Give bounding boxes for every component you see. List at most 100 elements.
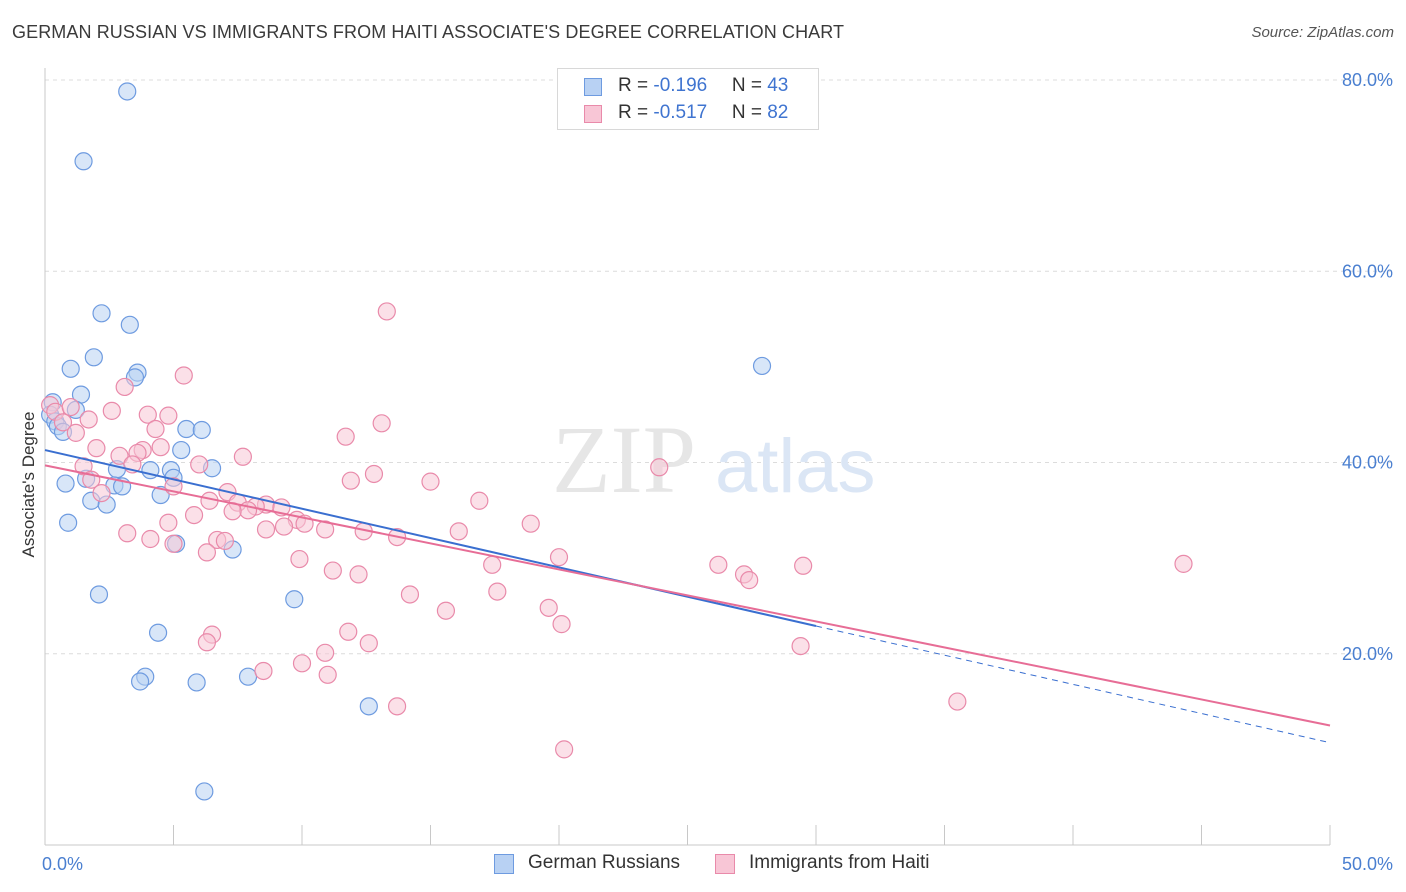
point-immigrants-haiti (138, 405, 157, 424)
point-immigrants-haiti (164, 534, 183, 553)
point-immigrants-haiti (115, 377, 134, 397)
point-immigrants-haiti (118, 524, 137, 543)
point-german-russians (130, 672, 150, 691)
point-immigrants-haiti (61, 397, 80, 417)
point-immigrants-haiti (92, 484, 111, 503)
axis-labels: 80.0% 60.0% 40.0% 20.0% 0.0% 50.0% Associate's… (19, 70, 1393, 874)
trend-line-immigrants-haiti (44, 464, 1331, 727)
point-immigrants-haiti (159, 406, 178, 425)
point-german-russians (192, 420, 211, 440)
source-credit: Source: ZipAtlas.com (1251, 24, 1394, 41)
legend-swatch-blue (584, 78, 602, 96)
point-immigrants-haiti (359, 634, 378, 653)
point-immigrants-haiti (159, 513, 178, 532)
point-german-russians (177, 419, 196, 439)
legend-label: German Russians (528, 852, 681, 873)
trend-lines (44, 449, 1331, 744)
point-immigrants-haiti (364, 464, 384, 484)
legend-label: Immigrants from Haiti (749, 852, 930, 873)
point-german-russians (172, 440, 191, 460)
x-tick-label: 50.0% (1342, 854, 1393, 874)
point-immigrants-haiti (336, 427, 355, 446)
point-german-russians (238, 667, 258, 686)
trend-line-german-russians (44, 449, 817, 627)
point-immigrants-haiti (791, 636, 810, 656)
point-german-russians (195, 782, 214, 801)
point-german-russians (61, 359, 80, 378)
point-immigrants-haiti (87, 439, 106, 458)
point-immigrants-haiti (421, 472, 440, 491)
legend-swatch-pink (715, 854, 735, 874)
point-immigrants-haiti (215, 531, 234, 551)
point-immigrants-haiti (197, 543, 217, 562)
point-immigrants-haiti (470, 491, 489, 510)
point-german-russians (118, 82, 137, 101)
point-immigrants-haiti (274, 517, 294, 536)
point-immigrants-haiti (521, 514, 540, 533)
stats-legend: R = -0.196 N = 43 R = -0.517 N = 82 (557, 68, 819, 130)
point-immigrants-haiti (53, 413, 73, 432)
point-german-russians (59, 513, 78, 532)
legend-swatch-pink (584, 105, 602, 123)
legend-n-value: 82 (767, 102, 789, 123)
legend-n-label: N = (731, 102, 768, 123)
point-immigrants-haiti (539, 598, 558, 617)
point-immigrants-haiti (151, 438, 170, 457)
point-immigrants-haiti (318, 665, 337, 684)
point-immigrants-haiti (709, 555, 728, 574)
point-immigrants-haiti (316, 520, 335, 539)
y-tick-label: 40.0% (1342, 453, 1393, 473)
point-german-russians (74, 152, 93, 171)
watermark: ZIP atlas (552, 406, 876, 513)
point-immigrants-haiti (555, 740, 574, 759)
point-immigrants-haiti (110, 446, 129, 465)
y-tick-label: 80.0% (1342, 70, 1393, 90)
point-german-russians (285, 590, 304, 609)
y-tick-label: 20.0% (1342, 644, 1393, 664)
legend-r-label: R = (618, 75, 654, 96)
point-immigrants-haiti (66, 423, 85, 442)
point-immigrants-haiti (74, 457, 93, 476)
point-immigrants-haiti (141, 529, 160, 549)
series-legend: German Russians Immigrants from Haiti (0, 852, 1406, 878)
point-immigrants-haiti (339, 622, 358, 641)
point-immigrants-haiti (377, 302, 396, 321)
point-immigrants-haiti (184, 505, 204, 525)
legend-r-value: -0.517 (653, 102, 708, 123)
point-german-russians (359, 697, 378, 716)
point-immigrants-haiti (549, 548, 569, 567)
point-immigrants-haiti (341, 471, 360, 490)
y-tick-label: 60.0% (1342, 261, 1393, 281)
axes (44, 68, 1331, 846)
point-immigrants-haiti (316, 643, 335, 662)
point-immigrants-haiti (387, 697, 407, 716)
point-immigrants-haiti (146, 419, 165, 439)
point-immigrants-haiti (400, 585, 420, 604)
point-german-russians (752, 356, 772, 376)
point-immigrants-haiti (372, 414, 391, 433)
point-german-russians (148, 623, 168, 642)
point-immigrants-haiti (483, 555, 502, 574)
point-german-russians (89, 585, 109, 604)
point-immigrants-haiti (254, 661, 273, 681)
point-german-russians (151, 485, 170, 505)
point-german-russians (187, 673, 206, 692)
point-immigrants-haiti (436, 601, 456, 620)
legend-r-value: -0.196 (653, 75, 708, 96)
point-german-russians (120, 315, 139, 334)
watermark-zip: ZIP (552, 406, 696, 513)
point-immigrants-haiti (79, 410, 98, 429)
point-immigrants-haiti (449, 522, 468, 541)
point-immigrants-haiti (1174, 554, 1193, 573)
point-german-russians (84, 348, 103, 367)
point-immigrants-haiti (740, 571, 759, 590)
chart-title: GERMAN RUSSIAN VS IMMIGRANTS FROM HAITI … (12, 22, 845, 42)
point-immigrants-haiti (292, 654, 312, 673)
point-immigrants-haiti (650, 458, 669, 477)
point-immigrants-haiti (256, 520, 276, 539)
point-immigrants-haiti (794, 556, 813, 575)
point-immigrants-haiti (190, 455, 209, 474)
point-german-russians (92, 304, 111, 323)
point-immigrants-haiti (197, 633, 217, 652)
legend-n-label: N = (731, 75, 768, 96)
